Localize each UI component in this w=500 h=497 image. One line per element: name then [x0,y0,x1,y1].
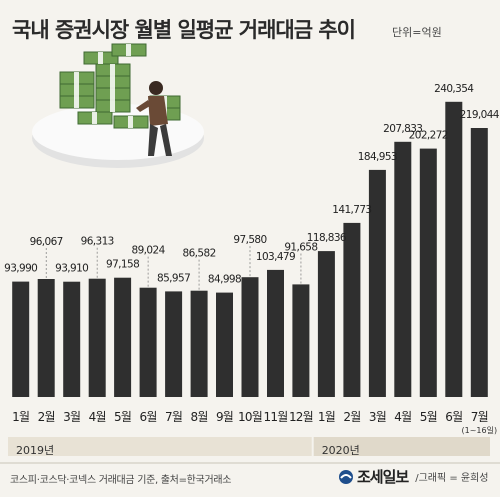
bar-15 [368,169,386,397]
x-tick-label: 3월 [63,410,80,424]
value-label: 207,833 [383,123,422,135]
x-tick-label: 1월 [318,410,335,424]
value-label: 96,067 [30,236,63,248]
x-tick-note: (1~16일) [462,426,498,435]
bar-8 [190,290,208,397]
value-label: 219,044 [460,109,500,121]
value-label: 84,998 [208,274,241,286]
x-tick-label: 6월 [445,410,462,424]
x-tick-label: 8월 [191,410,208,424]
x-tick-label: 5월 [114,410,131,424]
value-label: 93,910 [55,263,88,275]
bar-10 [241,277,259,397]
value-label: 202,272 [409,130,448,142]
bar-12 [292,284,310,397]
x-tick-label: 1월 [12,410,29,424]
x-tick-label: 11월 [264,410,288,424]
value-label: 184,953 [358,151,397,163]
value-label: 97,580 [233,234,266,246]
value-label: 141,773 [332,204,371,216]
bar-5 [114,277,132,397]
x-tick-label: 7월 [471,410,488,424]
bars-group [12,101,488,398]
bar-4 [88,278,106,397]
bar-6 [139,287,157,397]
x-tick-label: 12월 [289,410,313,424]
value-label: 93,990 [4,263,37,275]
bar-17 [419,148,437,397]
value-label: 85,957 [157,272,190,284]
value-label: 118,836 [307,232,347,244]
year-label: 2019년 [16,444,55,457]
year-bands-group [8,437,490,456]
value-label: 103,479 [256,251,295,263]
x-tick-label: 2월 [343,410,360,424]
chart-title: 국내 증권시장 월별 일평균 거래대금 추이 [12,18,356,42]
brand: 조세일보 /그래픽 = 윤희성 [338,466,489,487]
unit-label: 단위=억원 [392,26,442,39]
bar-9 [216,292,233,397]
brand-name: 조세일보 [357,468,409,486]
value-label: 240,354 [434,83,474,95]
bar-14 [343,222,361,397]
x-tick-label: 5월 [420,410,437,424]
x-tick-label: 10월 [238,410,262,424]
year-band-1 [8,437,312,456]
bar-13 [317,251,335,397]
bar-3 [63,281,81,397]
x-tick-label: 9월 [216,410,233,424]
year-label: 2020년 [321,444,360,457]
value-label: 97,158 [106,259,139,271]
value-label: 89,024 [132,245,166,257]
graphic-credit: /그래픽 = 윤희성 [415,473,489,484]
source-note: 코스피·코스닥·코넥스 거래대금 기준, 출처=한국거래소 [10,475,232,486]
x-tick-label: 4월 [394,410,411,424]
x-tick-label: 3월 [369,410,386,424]
x-tick-label: 6월 [140,410,157,424]
x-tick-labels-group: 1월 2월 3월 4월 5월 6월 7월 8월 9월 10월 11월 12월 1월 2월 3월 4월 5월 6월 7… [12,410,497,435]
value-labels-group: 93,990 96,067 93,910 96,313 97,158 89,024 85,9… [4,83,500,291]
bar-2 [37,279,55,397]
bar-11 [267,269,284,397]
x-tick-label: 2월 [38,410,55,424]
bar-7 [165,291,183,397]
brand-logo-icon [339,469,353,484]
money-illustration [32,43,204,168]
value-label: 91,658 [284,241,317,253]
value-label: 96,313 [81,236,114,248]
x-tick-label: 4월 [89,410,106,424]
bar-18 [445,101,463,398]
value-label: 86,582 [183,248,216,260]
year-band-2 [313,437,490,456]
bar-16 [394,141,412,397]
bar-19 [470,128,488,397]
x-tick-label: 7월 [165,410,182,424]
bar-1 [12,281,30,397]
